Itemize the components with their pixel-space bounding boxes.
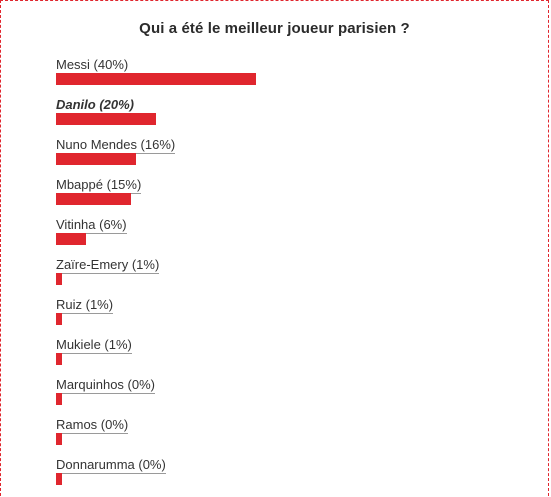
poll-option-label: Donnarumma (0%) <box>56 457 166 474</box>
poll-option-label: Ruiz (1%) <box>56 297 114 314</box>
poll-option[interactable]: Mbappé (15%) <box>56 177 516 217</box>
poll-option-label: Nuno Mendes (16%) <box>56 137 176 154</box>
poll-option-bar <box>56 353 62 365</box>
poll-option[interactable]: Ramos (0%) <box>56 417 516 457</box>
poll-option-label: Danilo (20%) <box>56 97 135 114</box>
poll-option-label: Messi (40%) <box>56 57 129 74</box>
poll-title: Qui a été le meilleur joueur parisien ? <box>139 20 410 37</box>
poll-option-bar <box>56 193 131 205</box>
poll-option-bar <box>56 273 62 285</box>
poll-option[interactable]: Marquinhos (0%) <box>56 377 516 417</box>
poll-option[interactable]: Donnarumma (0%) <box>56 457 516 497</box>
poll-option-bar <box>56 393 62 405</box>
poll-option[interactable]: Ruiz (1%) <box>56 297 516 337</box>
poll-option[interactable]: Zaïre-Emery (1%) <box>56 257 516 297</box>
poll-option-bar <box>56 433 62 445</box>
poll-option-label: Ramos (0%) <box>56 417 129 434</box>
poll-option-label: Mukiele (1%) <box>56 337 132 354</box>
poll-option[interactable]: Mukiele (1%) <box>56 337 516 377</box>
poll-option[interactable]: Nuno Mendes (16%) <box>56 137 516 177</box>
poll-option-bar <box>56 73 256 85</box>
poll-option[interactable]: Danilo (20%) <box>56 97 516 137</box>
poll-option-label: Zaïre-Emery (1%) <box>56 257 160 274</box>
poll-option-bar <box>56 153 136 165</box>
poll-option[interactable]: Messi (40%) <box>56 57 516 97</box>
poll-option-bar <box>56 113 156 125</box>
poll-option-bar <box>56 233 86 245</box>
poll-option-label: Marquinhos (0%) <box>56 377 155 394</box>
poll-option-label: Mbappé (15%) <box>56 177 142 194</box>
poll-option-bar <box>56 313 62 325</box>
poll-option-label: Vitinha (6%) <box>56 217 127 234</box>
poll-option[interactable]: Vitinha (6%) <box>56 217 516 257</box>
poll-option-bar <box>56 473 62 485</box>
